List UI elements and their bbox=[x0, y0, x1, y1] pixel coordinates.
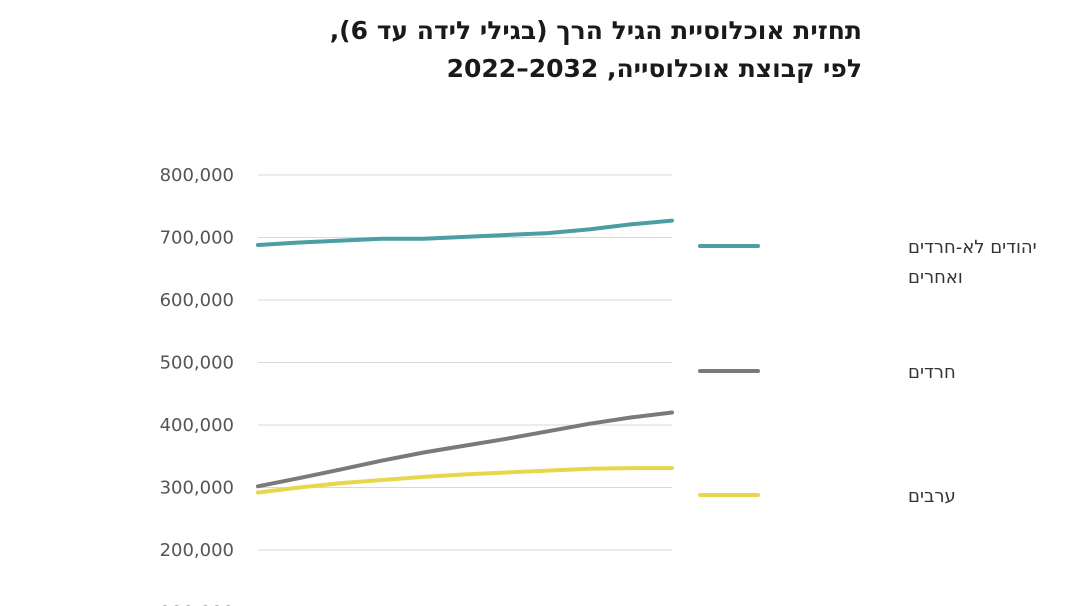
y-tick-label: 300,000 bbox=[160, 478, 234, 499]
y-tick-label: 200,000 bbox=[160, 540, 234, 561]
legend-label-0: יהודים לא-חרדים bbox=[908, 237, 1037, 258]
legend: יהודים לא-חרדים ואחרים חרדים ערבים bbox=[698, 237, 1037, 507]
chart-title-line-2: לפי קבוצת אוכלוסייה, 2032–2022 bbox=[446, 54, 862, 83]
series-lines bbox=[256, 218, 674, 495]
legend-label-1: חרדים bbox=[908, 362, 956, 383]
y-tick-label: 700,000 bbox=[160, 228, 234, 249]
y-axis-ticks: 800,000 700,000 600,000 500,000 400,000 300,0… bbox=[160, 165, 234, 606]
gridlines bbox=[258, 174, 672, 551]
y-tick-label: 100,000 bbox=[160, 603, 234, 606]
y-tick-label: 600,000 bbox=[160, 290, 234, 311]
y-tick-label: 500,000 bbox=[160, 353, 234, 374]
series-line-1 bbox=[256, 410, 674, 489]
y-tick-label: 800,000 bbox=[160, 165, 234, 186]
y-tick-label: 400,000 bbox=[160, 415, 234, 436]
legend-label-0: ואחרים bbox=[908, 267, 963, 288]
chart-title-line-1: תחזית אוכלוסיית הגיל הרך (בגילי לידה עד … bbox=[329, 16, 862, 45]
legend-label-2: ערבים bbox=[908, 486, 956, 507]
series-line-2 bbox=[256, 466, 674, 495]
chart-title: תחזית אוכלוסיית הגיל הרך (בגילי לידה עד … bbox=[162, 12, 862, 88]
series-line-0 bbox=[256, 218, 674, 247]
